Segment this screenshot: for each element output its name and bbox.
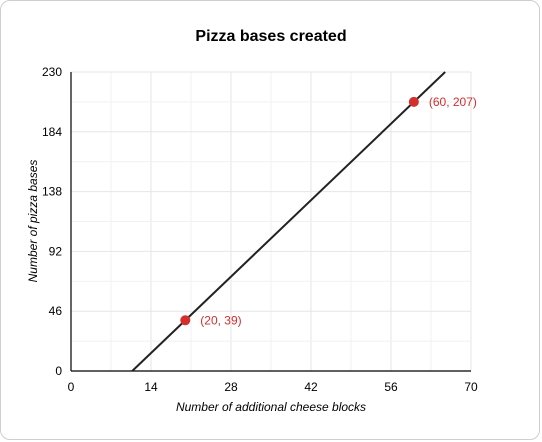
chart-title: Pizza bases created	[195, 28, 346, 45]
data-point-label: (60, 207)	[429, 95, 477, 109]
y-tick-label: 46	[49, 304, 63, 318]
x-tick-label: 14	[144, 380, 158, 394]
y-tick-label: 184	[42, 125, 62, 139]
y-axis-ticks: 0 46 92 138 184 230	[42, 65, 62, 378]
x-tick-label: 42	[304, 380, 318, 394]
x-tick-label: 28	[224, 380, 238, 394]
data-points: (20, 39) (60, 207)	[180, 95, 477, 327]
axes	[70, 72, 471, 372]
x-tick-label: 56	[384, 380, 398, 394]
x-tick-label: 0	[68, 380, 75, 394]
y-tick-label: 92	[49, 244, 63, 258]
y-tick-label: 230	[42, 65, 62, 79]
y-tick-label: 138	[42, 185, 62, 199]
y-axis-label: Number of pizza bases	[26, 160, 40, 283]
data-point	[408, 96, 419, 107]
x-axis-ticks: 0 14 28 42 56 70	[68, 380, 478, 394]
x-tick-label: 70	[464, 380, 478, 394]
grid	[70, 71, 472, 372]
data-point	[180, 315, 191, 326]
y-tick-label: 0	[55, 364, 62, 378]
data-point-label: (20, 39)	[200, 313, 241, 327]
x-axis-label: Number of additional cheese blocks	[176, 400, 366, 414]
